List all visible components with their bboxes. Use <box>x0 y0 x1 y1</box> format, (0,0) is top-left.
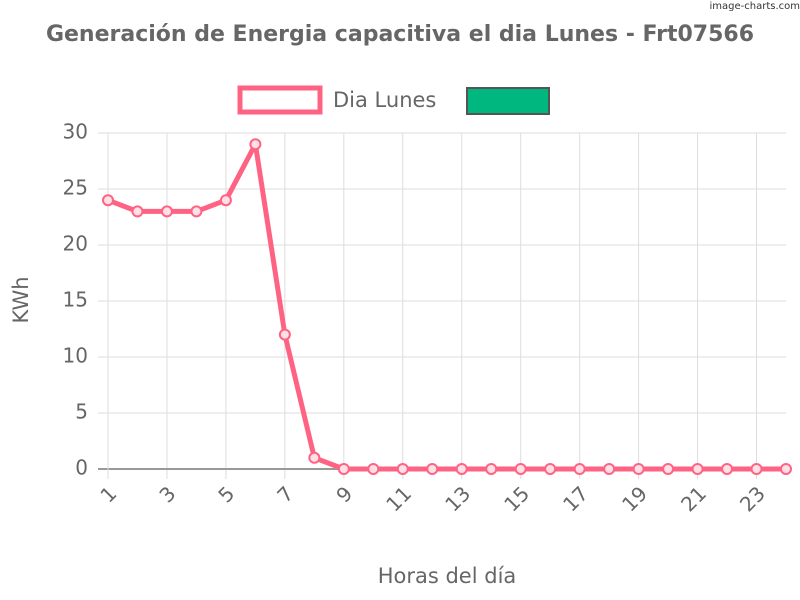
data-point <box>691 463 704 475</box>
data-point <box>249 138 262 151</box>
y-tick-label: 30 <box>63 120 88 144</box>
y-tick-label: 15 <box>63 288 88 312</box>
watermark: image-charts.com <box>710 1 800 12</box>
x-tick-label: 13 <box>440 481 475 516</box>
data-point <box>131 205 144 218</box>
legend-swatch <box>466 87 550 115</box>
data-point <box>573 463 586 475</box>
data-point <box>160 205 173 218</box>
x-tick-label: 5 <box>213 481 239 507</box>
legend-swatch <box>237 85 323 115</box>
x-tick-label: 1 <box>95 481 121 507</box>
y-axis-label: KWh <box>9 276 33 323</box>
data-point <box>780 463 792 475</box>
y-tick-label: 25 <box>63 176 88 200</box>
x-tick-label: 3 <box>154 481 180 507</box>
x-tick-label: 15 <box>499 481 534 516</box>
data-point <box>544 463 557 475</box>
legend-label: Dia Lunes <box>333 88 436 112</box>
data-point <box>396 463 409 475</box>
data-point <box>219 194 232 207</box>
x-axis-label: Horas del día <box>378 564 517 588</box>
y-tick-label: 5 <box>75 400 88 424</box>
x-tick-label: 11 <box>381 481 416 516</box>
data-point <box>632 463 645 475</box>
data-point <box>337 463 350 475</box>
data-point <box>455 463 468 475</box>
data-point <box>308 451 321 464</box>
y-tick-label: 20 <box>63 232 88 256</box>
data-point <box>367 463 380 475</box>
x-tick-label: 17 <box>558 481 593 516</box>
y-tick-label: 0 <box>75 456 88 480</box>
x-tick-label: 19 <box>617 481 652 516</box>
data-point <box>102 194 114 207</box>
data-point <box>485 463 498 475</box>
data-point <box>721 463 734 475</box>
data-point <box>426 463 439 475</box>
data-point <box>190 205 203 218</box>
x-tick-label: 7 <box>272 481 298 507</box>
data-point <box>514 463 527 475</box>
data-point <box>750 463 763 475</box>
x-tick-label: 21 <box>676 481 711 516</box>
chart-title: Generación de Energia capacitiva el dia … <box>46 22 754 47</box>
data-point <box>278 328 291 341</box>
x-tick-label: 23 <box>735 481 770 516</box>
data-point <box>662 463 675 475</box>
data-line <box>107 141 786 472</box>
y-tick-label: 10 <box>63 344 88 368</box>
x-tick-label: 9 <box>331 481 357 507</box>
data-point <box>603 463 616 475</box>
